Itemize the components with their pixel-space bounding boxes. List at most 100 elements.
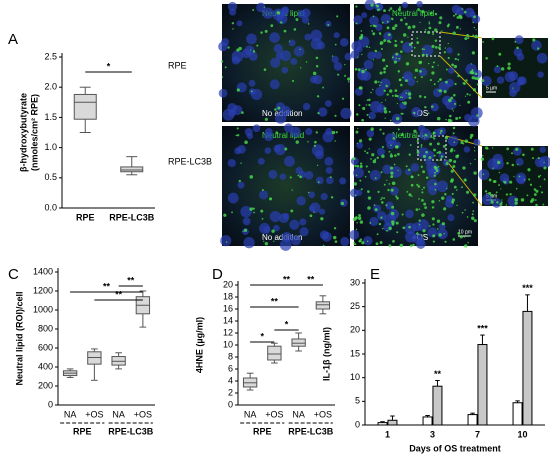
group-label: RPE [253,426,272,436]
lipid-droplet [381,145,384,149]
lipid-droplet [428,22,431,25]
lipid-droplet [355,174,358,177]
lipid-droplet [526,194,529,197]
nucleus [405,209,414,219]
lipid-droplet [361,241,365,245]
y-tick-label: 200 [38,380,53,390]
lipid-droplet [398,78,402,82]
lipid-droplet [223,213,227,217]
lipid-droplet [380,216,383,219]
lipid-droplet [394,94,398,98]
lipid-droplet [256,44,259,47]
nucleus [302,102,311,111]
lipid-droplet [261,188,264,192]
lipid-droplet [467,241,469,244]
nucleus [263,225,271,234]
lipid-droplet [436,116,441,121]
lipid-droplet [390,211,395,216]
y-tick-label: 2 [228,387,233,397]
lipid-droplet [472,88,476,92]
lipid-droplet [347,80,350,83]
lipid-droplet [352,157,356,161]
lipid-droplet [509,180,513,184]
lipid-droplet [231,22,235,25]
lipid-droplet [366,45,368,48]
lipid-droplet [370,91,372,94]
nucleus [515,172,527,184]
lipid-droplet [402,33,407,37]
lipid-droplet [445,68,448,71]
lipid-droplet [472,201,475,204]
lipid-droplet [439,132,442,134]
nucleus [447,135,459,147]
lipid-droplet [404,17,406,19]
lipid-droplet [457,58,460,61]
lipid-droplet [249,207,253,211]
lipid-droplet [506,162,509,165]
nucleus [369,15,379,26]
y-axis-label: IL-1β (ng/ml) [321,327,331,381]
lipid-droplet [491,37,495,41]
lipid-droplet [347,77,351,81]
nucleus [236,20,243,27]
lipid-droplet [543,162,545,164]
lipid-droplet [330,196,334,199]
lipid-droplet [505,193,509,196]
panel-letter: D [212,266,223,283]
nucleus [445,78,454,88]
nucleus [258,190,269,200]
nucleus [299,227,309,237]
lipid-droplet [388,110,391,113]
lipid-droplet [433,154,436,157]
lipid-droplet [418,223,421,226]
lipid-droplet [493,179,497,183]
lipid-droplet [334,114,337,117]
lipid-droplet [329,176,332,179]
nucleus [289,219,300,230]
lipid-droplet [381,154,385,158]
lipid-droplet [416,37,419,40]
y-tick-label: 1.5 [44,112,57,122]
lipid-droplet [355,216,358,219]
lipid-droplet [472,34,475,37]
significance: ** [434,369,442,379]
nucleus [308,191,316,199]
nucleus [322,131,334,143]
lipid-droplet [396,102,399,105]
lipid-droplet [424,29,427,31]
lipid-droplet [471,216,475,221]
lipid-droplet [374,158,377,161]
lipid-droplet [485,57,488,60]
lipid-droplet [450,169,454,173]
lipid-droplet [473,193,477,197]
lipid-droplet [372,24,376,28]
lipid-droplet [367,196,372,200]
y-tick-label: 6 [228,363,233,373]
lipid-droplet [434,171,436,174]
nucleus [279,173,287,180]
lipid-droplet [496,65,499,68]
lipid-droplet [507,66,511,70]
lipid-droplet [376,156,379,160]
lipid-droplet [490,194,494,197]
lipid-droplet [461,8,463,10]
lipid-droplet [427,62,430,65]
nucleus [320,192,328,201]
nucleus [310,29,323,42]
nucleus [382,164,392,175]
lipid-droplet [394,24,398,28]
lipid-droplet [464,139,469,143]
nucleus [369,216,379,226]
nucleus [297,9,307,19]
lipid-droplet [435,169,439,173]
lipid-droplet [499,202,503,206]
lipid-droplet [376,233,379,236]
lipid-droplet [447,56,450,60]
lipid-droplet [250,90,253,93]
nucleus [367,51,376,60]
lipid-droplet [522,153,525,157]
lipid-droplet [420,146,423,148]
y-axis-label: 4HNE (µg/ml) [194,317,204,373]
lipid-droplet [498,171,501,174]
lipid-droplet [453,185,457,189]
